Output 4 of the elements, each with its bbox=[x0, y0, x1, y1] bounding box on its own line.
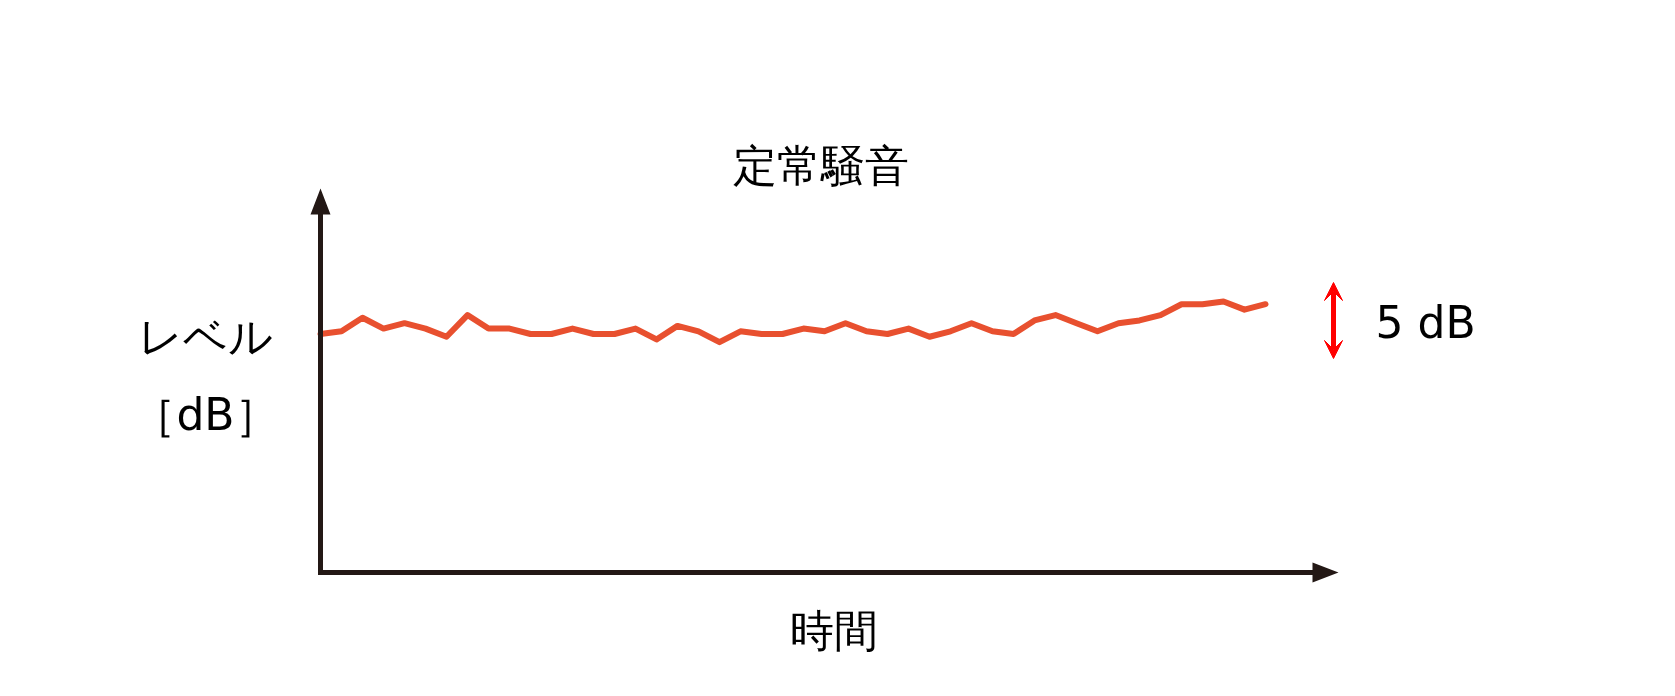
y-axis-title: レベル［dB］ bbox=[132, 311, 279, 440]
text: 5 dB bbox=[1375, 297, 1476, 348]
chart-title: 定常騒音 bbox=[732, 140, 909, 191]
x-axis-title: 時間 bbox=[789, 605, 878, 656]
